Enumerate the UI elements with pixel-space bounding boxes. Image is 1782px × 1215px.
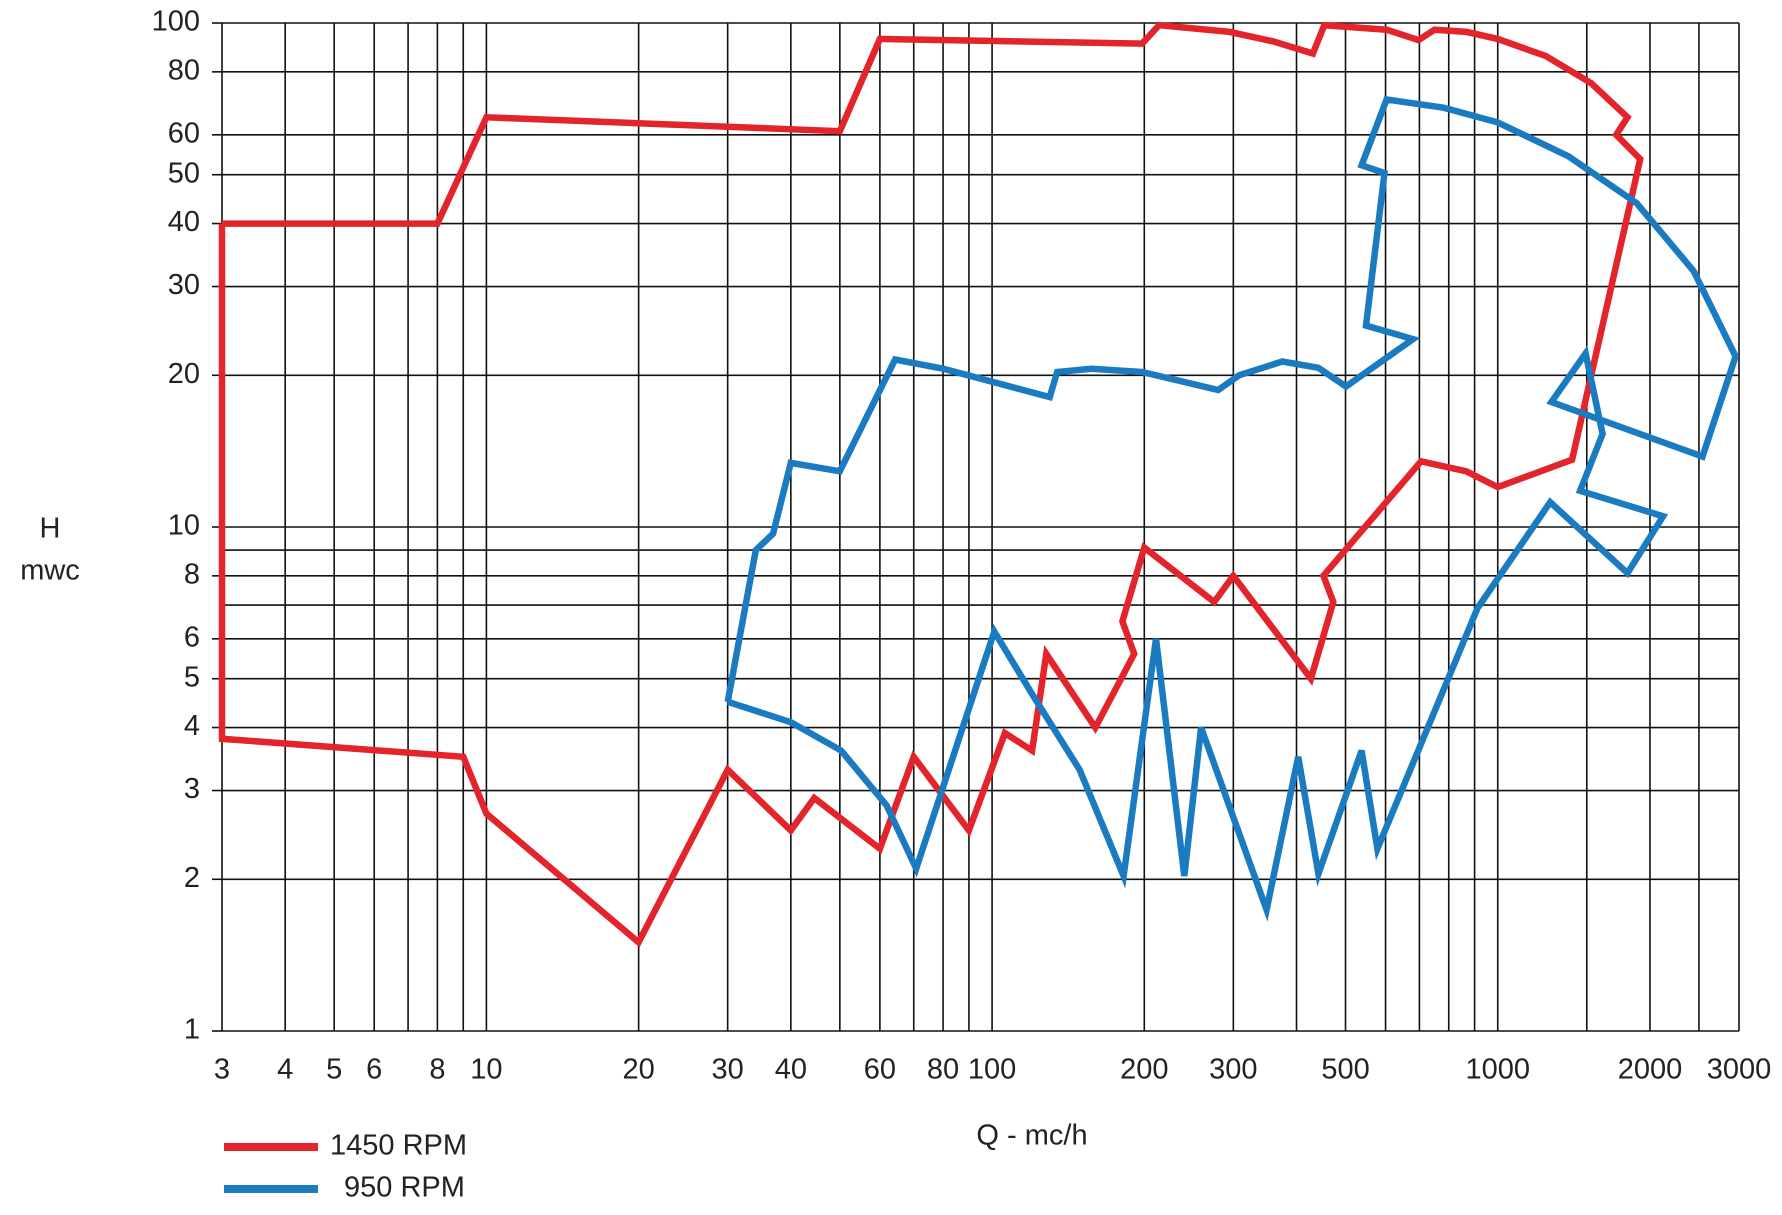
x-tick-label: 80 [927,1054,959,1086]
x-tick-label: 3 [214,1054,230,1086]
y-tick-label: 40 [168,206,200,238]
y-tick-label: 3 [184,773,200,805]
x-tick-label: 500 [1321,1054,1369,1086]
x-tick-label: 100 [968,1054,1016,1086]
y-tick-label: 30 [168,269,200,301]
x-tick-label: 8 [429,1054,445,1086]
x-tick-label: 30 [712,1054,744,1086]
x-tick-label: 20 [622,1054,654,1086]
x-tick-label: 6 [366,1054,382,1086]
y-tick-label: 8 [184,558,200,590]
y-tick-label: 1 [184,1014,200,1046]
x-tick-label: 1000 [1465,1054,1530,1086]
y-tick-label: 6 [184,621,200,653]
y-tick-label: 100 [152,6,200,38]
y-tick-label: 20 [168,358,200,390]
y-tick-label: 10 [168,510,200,542]
x-tick-label: 300 [1209,1054,1257,1086]
y-axis-unit: mwc [20,555,80,587]
x-tick-label: 2000 [1618,1054,1683,1086]
x-tick-label: 60 [864,1054,896,1086]
x-tick-label: 10 [470,1054,502,1086]
x-tick-label: 200 [1120,1054,1168,1086]
x-tick-label: 4 [277,1054,293,1086]
y-axis-label: H [40,513,61,545]
x-tick-label: 40 [775,1054,807,1086]
y-tick-label: 60 [168,117,200,149]
y-tick-label: 80 [168,54,200,86]
y-tick-label: 4 [184,710,200,742]
legend-label: 950 RPM [344,1172,465,1204]
y-tick-label: 2 [184,862,200,894]
y-tick-label: 5 [184,661,200,693]
legend-label: 1450 RPM [330,1130,467,1162]
series-line [218,21,1644,948]
series-line [724,95,1740,922]
y-tick-label: 50 [168,157,200,189]
x-tick-label: 3000 [1707,1054,1772,1086]
x-tick-label: 5 [326,1054,342,1086]
x-axis-label: Q - mc/h [976,1120,1087,1152]
